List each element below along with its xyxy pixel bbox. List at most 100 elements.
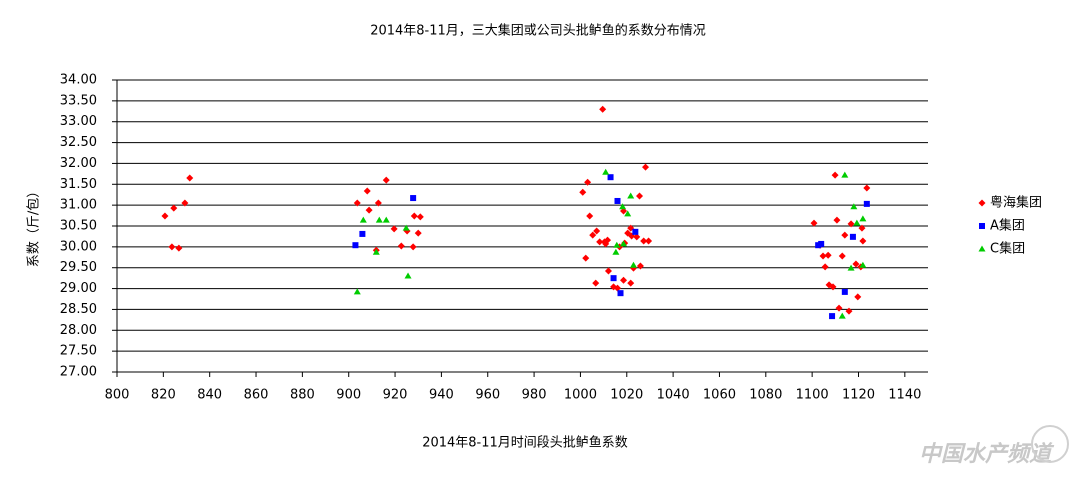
legend-label: A集团 [990,218,1025,234]
point [168,243,176,251]
x-axis-label: 2014年8-11月时间段头批鲈鱼系数 [422,435,628,451]
point [859,261,867,268]
point [617,290,624,297]
point [636,262,644,270]
x-tick-label: 920 [383,388,408,403]
x-tick-label: 820 [151,388,176,403]
point [838,252,846,260]
y-tick-label: 34.00 [60,73,97,88]
point [829,313,836,320]
point [181,199,189,207]
point [619,203,627,210]
x-tick-label: 900 [336,388,361,403]
point [375,216,383,223]
point [404,272,412,279]
point [582,254,590,262]
y-tick-label: 33.00 [60,114,97,129]
x-tick-label: 1120 [842,388,875,403]
point [824,251,832,259]
point [632,228,639,235]
point [592,279,600,287]
point [620,240,628,247]
y-tick-label: 27.50 [60,344,97,359]
point [838,312,846,319]
point [852,260,860,268]
point [410,195,417,202]
point [858,224,866,232]
point [353,199,361,207]
point [584,178,592,186]
point [636,192,644,200]
point [602,240,610,248]
x-tick-label: 960 [475,388,500,403]
point [850,203,858,210]
point [633,233,641,241]
point [849,233,856,240]
x-tick-label: 840 [197,388,222,403]
legend-label: C集团 [990,241,1025,257]
point [161,212,169,220]
point [414,229,422,237]
point [374,199,382,207]
legend-label: 粤海集团 [990,195,1042,211]
point [863,184,871,192]
point [359,230,366,237]
point [363,187,371,195]
point [589,231,597,239]
point [613,241,621,248]
point [390,225,398,233]
point [810,219,818,227]
point [596,238,604,246]
y-tick-label: 30.50 [60,219,97,234]
point [627,192,635,199]
point [859,215,867,222]
point [365,206,373,214]
x-tick-label: 1100 [796,388,829,403]
y-tick-label: 29.00 [60,281,97,296]
point [821,263,829,271]
point [602,168,610,175]
legend-marker [979,223,985,229]
point [175,244,183,252]
point [607,174,614,181]
point [604,267,612,275]
y-tick-label: 30.00 [60,239,97,254]
point [352,242,359,249]
point [627,279,635,287]
x-tick-label: 800 [105,388,130,403]
x-tick-label: 1060 [703,388,736,403]
x-tick-label: 1140 [888,388,921,403]
x-tick-label: 860 [244,388,269,403]
point [614,197,621,204]
y-tick-label: 32.50 [60,135,97,150]
y-tick-label: 28.50 [60,302,97,317]
point [629,261,637,268]
y-axis-label: 系数（斤/包） [27,185,42,267]
point [593,227,601,235]
y-tick-label: 32.00 [60,156,97,171]
point [612,248,620,255]
point [382,216,390,223]
x-tick-label: 1000 [564,388,597,403]
point [642,163,650,171]
point [599,105,607,113]
point [397,242,405,250]
point [353,288,361,295]
point [579,188,587,196]
point [841,231,849,239]
point [186,174,194,182]
point [833,216,841,224]
y-tick-label: 27.00 [60,365,97,380]
point [372,248,380,255]
y-tick-label: 31.00 [60,198,97,213]
point [645,237,653,245]
point [409,243,417,251]
x-tick-label: 980 [522,388,547,403]
point [620,276,628,284]
watermark-logo [1031,425,1069,463]
point [853,219,861,226]
chart-title: 2014年8-11月，三大集团或公司头批鲈鱼的系数分布情况 [370,23,706,39]
point [845,307,853,315]
point [170,204,178,212]
